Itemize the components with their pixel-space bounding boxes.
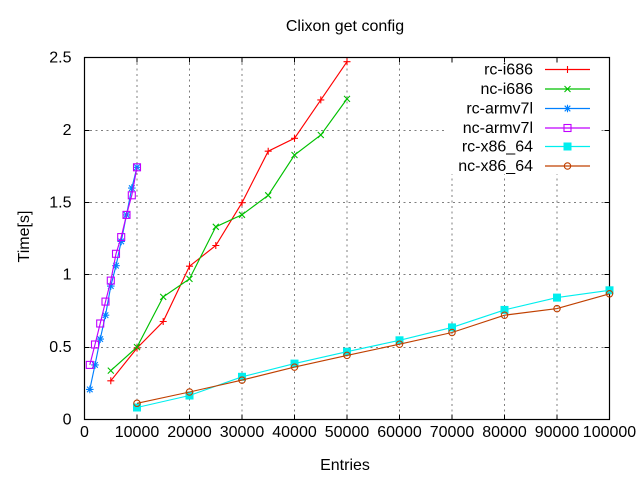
svg-text:2: 2 xyxy=(63,122,72,139)
svg-text:rc-i686: rc-i686 xyxy=(484,62,533,79)
svg-text:Entries: Entries xyxy=(320,457,370,474)
svg-text:Time[s]: Time[s] xyxy=(16,211,33,263)
svg-text:0.5: 0.5 xyxy=(49,339,71,356)
svg-text:1: 1 xyxy=(63,267,72,284)
svg-text:70000: 70000 xyxy=(430,424,475,441)
svg-text:rc-x86_64: rc-x86_64 xyxy=(462,139,533,156)
svg-text:nc-i686: nc-i686 xyxy=(481,81,534,98)
svg-text:40000: 40000 xyxy=(272,424,317,441)
svg-text:60000: 60000 xyxy=(377,424,422,441)
svg-text:0: 0 xyxy=(80,424,89,441)
svg-text:nc-x86_64: nc-x86_64 xyxy=(458,158,533,175)
svg-text:100000: 100000 xyxy=(583,424,636,441)
svg-text:50000: 50000 xyxy=(325,424,370,441)
svg-text:90000: 90000 xyxy=(535,424,580,441)
svg-text:nc-armv7l: nc-armv7l xyxy=(463,120,533,137)
svg-text:rc-armv7l: rc-armv7l xyxy=(466,101,533,118)
svg-text:0: 0 xyxy=(63,412,72,429)
svg-text:20000: 20000 xyxy=(167,424,212,441)
svg-text:Clixon get config: Clixon get config xyxy=(286,18,404,35)
svg-text:80000: 80000 xyxy=(482,424,527,441)
svg-text:1.5: 1.5 xyxy=(49,194,71,211)
svg-text:30000: 30000 xyxy=(220,424,265,441)
svg-text:10000: 10000 xyxy=(115,424,160,441)
svg-text:2.5: 2.5 xyxy=(49,50,71,67)
